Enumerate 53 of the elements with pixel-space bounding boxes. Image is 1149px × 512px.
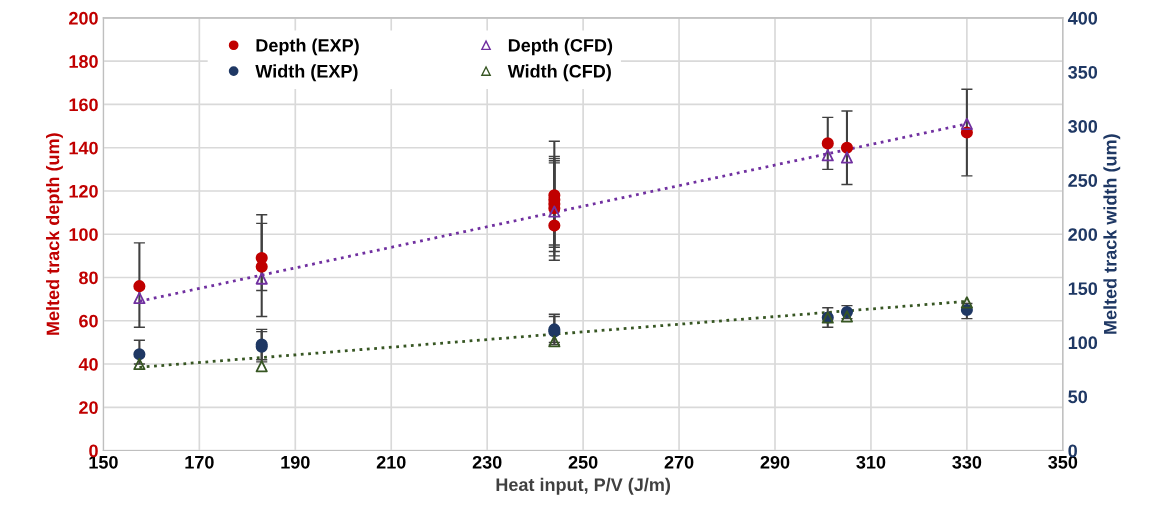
y-tick-label: 20: [79, 401, 98, 415]
y-tick-label: 0: [89, 444, 98, 458]
x-tick-label: 230: [472, 455, 502, 469]
y2-tick-label: 200: [1068, 228, 1098, 241]
y-tick-label: 120: [69, 184, 98, 198]
point: [548, 335, 561, 348]
point: [821, 149, 834, 162]
y-tick-label: 60: [79, 314, 98, 328]
point: [821, 137, 834, 150]
y-tick-label: 180: [69, 55, 98, 68]
y2-tick-label: 300: [1068, 120, 1098, 133]
y2-tick-label: 100: [1068, 336, 1098, 350]
point: [255, 360, 268, 373]
y2-tick-label: 150: [1068, 282, 1098, 296]
point: [255, 272, 268, 285]
legend-label: Width (CFD): [507, 64, 611, 82]
point: [840, 141, 854, 154]
x-tick-label: 150: [89, 455, 118, 469]
legend-label: Depth (CFD): [508, 38, 613, 56]
point: [960, 296, 973, 309]
y-tick-label: 80: [79, 271, 98, 285]
x-tick-label: 210: [376, 455, 406, 469]
y-tick-label: 100: [69, 228, 98, 241]
point: [960, 117, 973, 130]
y-tick-label: 200: [69, 11, 98, 25]
y-tick-label: 140: [69, 141, 98, 155]
x-axis-title: Heat input, P/V (J/m): [496, 477, 670, 495]
y2-tick-label: 400: [1067, 11, 1098, 25]
x-tick-label: 270: [664, 455, 694, 469]
x-tick-label: 310: [856, 455, 886, 469]
y-tick-label: 160: [69, 98, 98, 112]
x-tick-label: 170: [185, 455, 214, 469]
x-tick-label: 190: [281, 455, 310, 469]
x-tick-label: 350: [1048, 455, 1078, 469]
y2-axis-title: Melted track width (um): [1103, 134, 1121, 334]
y2-tick-label: 50: [1068, 390, 1088, 404]
point: [133, 280, 146, 293]
point: [840, 310, 854, 323]
y-tick-label: 40: [78, 357, 98, 371]
point: [548, 219, 561, 232]
legend-label: Width (EXP): [255, 64, 358, 82]
y2-tick-label: 250: [1068, 174, 1098, 187]
point: [133, 348, 146, 361]
point: [133, 291, 146, 305]
x-tick-label: 330: [952, 455, 982, 469]
y2-tick-label: 0: [1068, 444, 1077, 458]
y2-tick-label: 350: [1068, 65, 1098, 79]
legend-label: Depth (EXP): [256, 38, 359, 56]
y-axis-title: Melted track depth (um): [46, 133, 63, 335]
x-tick-label: 290: [760, 455, 790, 469]
point: [840, 151, 854, 164]
point: [133, 357, 146, 371]
x-tick-label: 250: [568, 455, 598, 469]
